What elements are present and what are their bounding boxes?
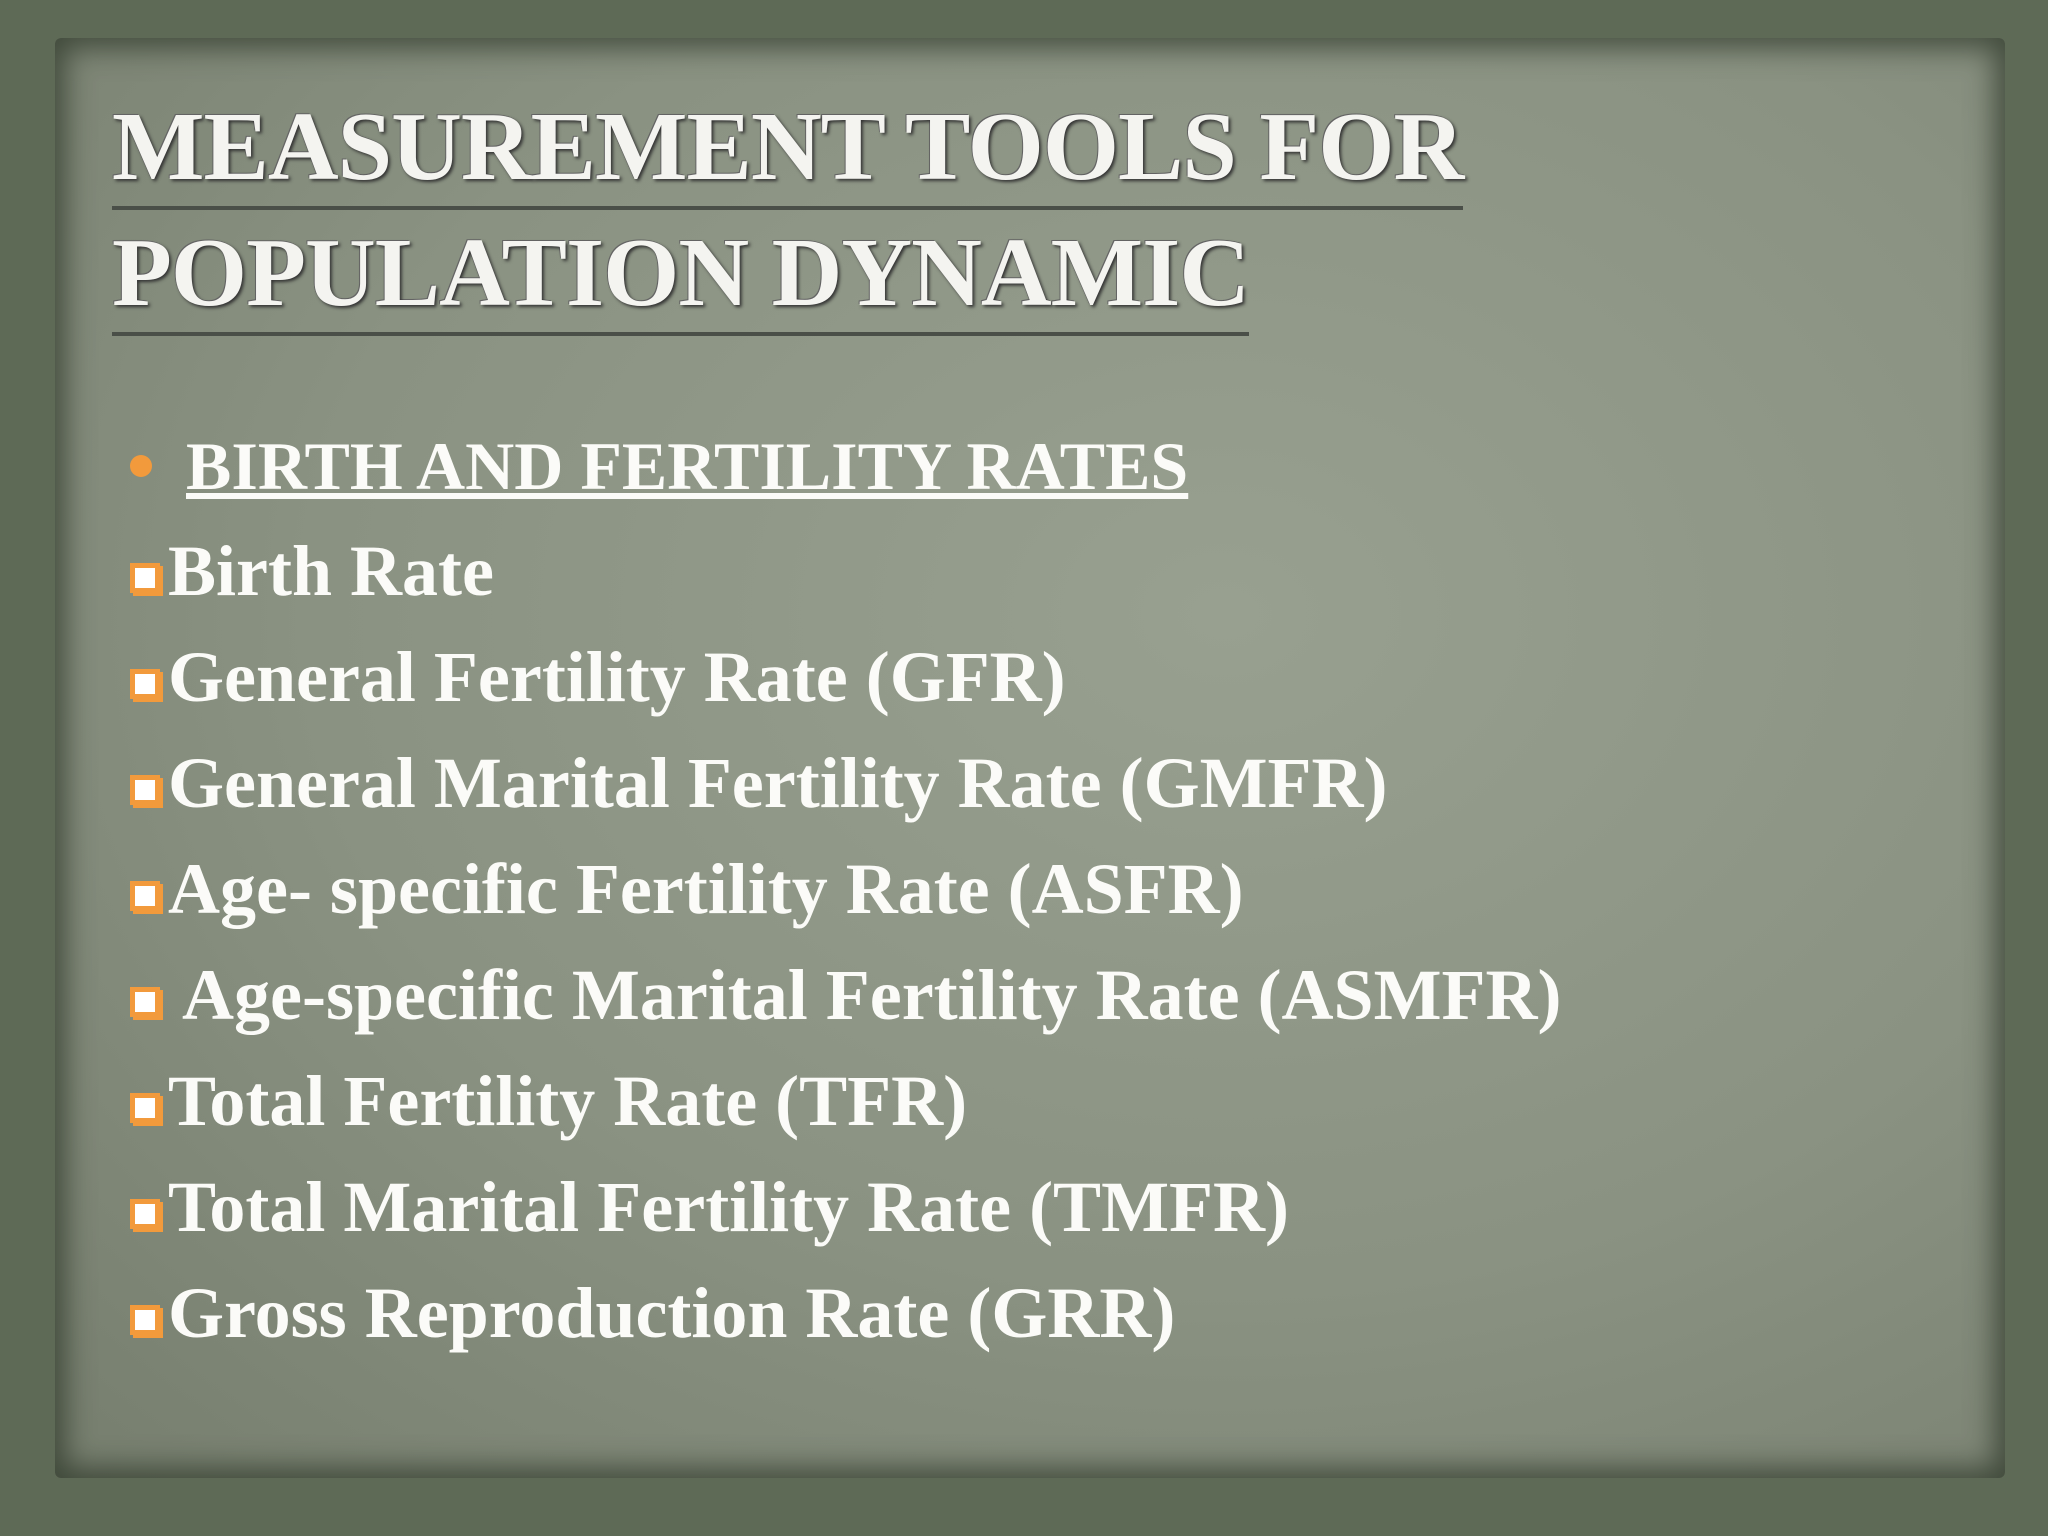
item-text: General Marital Fertility Rate (GMFR)	[168, 743, 1388, 823]
bullet	[130, 455, 152, 477]
checkbox-bullet	[130, 563, 160, 593]
title-line: MEASUREMENT TOOLS FOR	[112, 88, 1464, 210]
item-text: General Fertility Rate (GFR)	[168, 637, 1066, 717]
list-item: Gross Reproduction Rate (GRR)	[130, 1268, 1175, 1358]
checkbox-bullet	[130, 987, 160, 1017]
item-text: Total Fertility Rate (TFR)	[168, 1061, 968, 1141]
list-item: Age-specific Marital Fertility Rate (ASM…	[130, 950, 1562, 1040]
item-text: Age-specific Marital Fertility Rate (ASM…	[168, 955, 1562, 1035]
checkbox-bullet	[130, 881, 160, 911]
title-line: POPULATION DYNAMIC	[112, 214, 1250, 336]
list-item: Total Fertility Rate (TFR)	[130, 1056, 967, 1146]
checkbox-bullet	[130, 1093, 160, 1123]
checkbox-bullet	[130, 1199, 160, 1229]
list-item: General Marital Fertility Rate (GMFR)	[130, 738, 1388, 828]
item-text: Age- specific Fertility Rate (ASFR)	[168, 849, 1244, 929]
list-item: Birth Rate	[130, 526, 494, 616]
item-text: Birth Rate	[168, 531, 494, 611]
checkbox-bullet	[130, 669, 160, 699]
list-item: General Fertility Rate (GFR)	[130, 632, 1066, 722]
list-item: Age- specific Fertility Rate (ASFR)	[130, 844, 1244, 934]
paper	[55, 38, 2005, 1478]
item-text: Gross Reproduction Rate (GRR)	[168, 1273, 1176, 1353]
heading: BIRTH AND FERTILITY RATES	[186, 428, 1189, 504]
list-item: Total Marital Fertility Rate (TMFR)	[130, 1162, 1289, 1252]
checkbox-bullet	[130, 775, 160, 805]
checkbox-bullet	[130, 1305, 160, 1335]
item-text: Total Marital Fertility Rate (TMFR)	[168, 1167, 1289, 1247]
